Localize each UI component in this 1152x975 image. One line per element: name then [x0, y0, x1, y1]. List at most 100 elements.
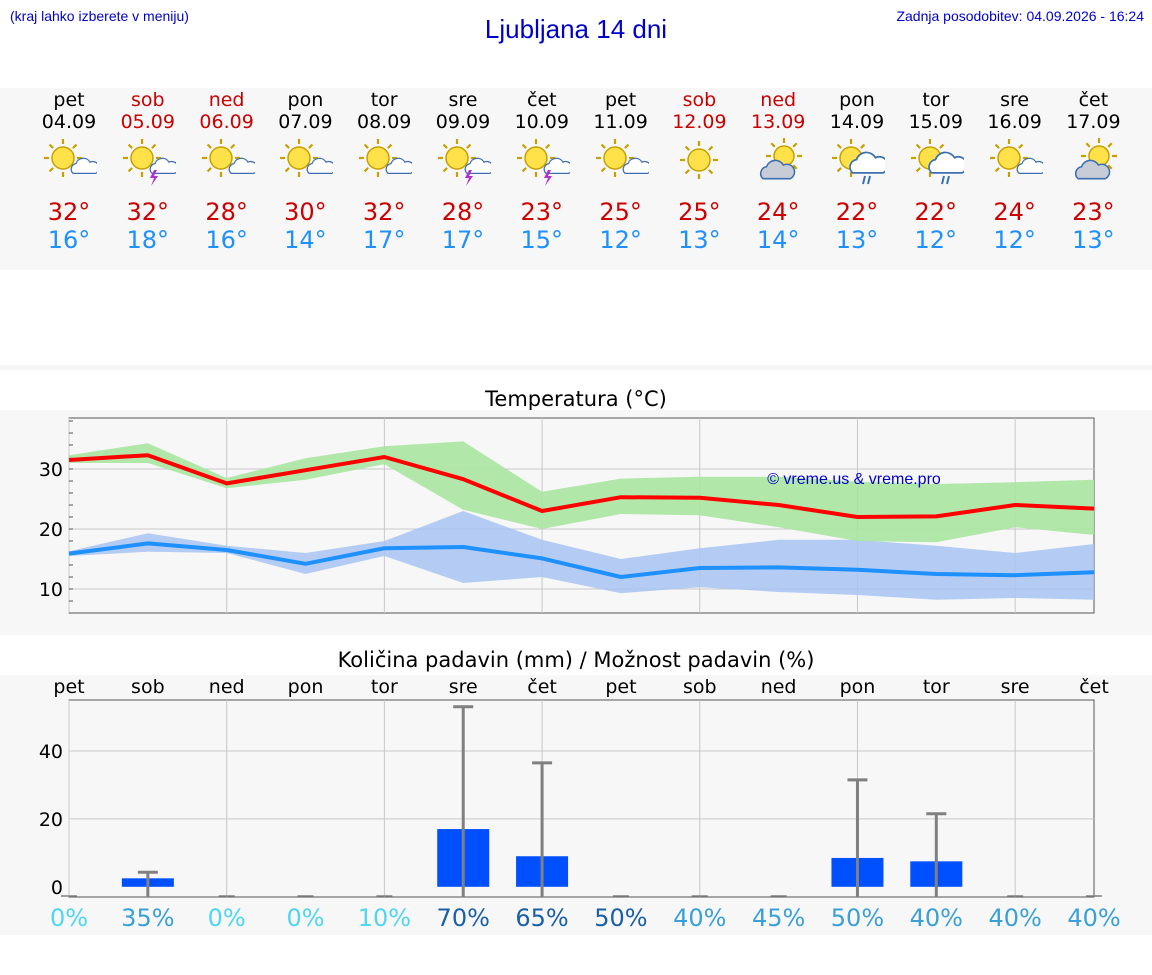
max-temperature: 32° — [126, 198, 170, 226]
sun-cloud-rain-icon — [832, 139, 885, 185]
day-date: 15.09 — [908, 111, 963, 133]
page-title: Ljubljana 14 dni — [484, 14, 668, 44]
precipitation-chance: 0% — [49, 904, 89, 932]
precipitation-chance: 0% — [286, 904, 325, 932]
min-temperature: 14° — [756, 226, 800, 254]
sun-cloud-icon — [359, 139, 413, 177]
day-name: tor — [922, 89, 950, 111]
max-temperature: 28° — [205, 198, 248, 226]
min-temperature-range-band — [69, 511, 1094, 600]
min-temperature: 18° — [126, 226, 170, 254]
day-name: ned — [760, 89, 797, 111]
max-temperature: 32° — [47, 198, 91, 226]
last-updated: Zadnja posodobitev: 04.09.2026 - 16:24 — [896, 8, 1144, 24]
sun-cloud-lightning-icon — [438, 139, 491, 186]
max-temperature: 22° — [835, 198, 879, 226]
min-temperature: 12° — [914, 226, 958, 254]
min-temperature: 16° — [47, 226, 91, 254]
max-temperature: 23° — [520, 198, 564, 226]
sun-cloud-icon — [44, 139, 97, 177]
day-date: 06.09 — [199, 111, 254, 133]
precipitation-day-label: sob — [682, 676, 717, 698]
day-date: 08.09 — [356, 111, 412, 133]
day-name: sob — [131, 89, 165, 111]
precipitation-chance: 40% — [909, 904, 963, 932]
sun-cloud-lightning-icon — [122, 139, 176, 186]
precipitation-day-label: čet — [1079, 676, 1109, 698]
sun-icon — [680, 141, 719, 179]
day-date: 13.09 — [750, 111, 806, 133]
precipitation-day-label: pet — [53, 676, 85, 698]
y-tick-label: 30 — [39, 459, 63, 481]
day-name: pet — [53, 89, 85, 111]
temperature-chart-title: Temperatura (°C) — [485, 387, 667, 411]
sun-cloud-icon — [201, 139, 255, 177]
day-name: čet — [1078, 89, 1109, 111]
min-temperature: 12° — [993, 226, 1036, 254]
day-date: 05.09 — [120, 111, 175, 133]
day-date: 07.09 — [278, 111, 333, 133]
max-temperature: 22° — [914, 198, 958, 226]
precipitation-chance: 0% — [207, 904, 246, 932]
y-tick-label: 20 — [39, 519, 63, 541]
day-date: 11.09 — [593, 111, 648, 133]
cloud-sun-icon — [760, 138, 803, 180]
max-temperature: 32° — [362, 198, 406, 226]
sun-cloud-lightning-icon — [516, 139, 570, 186]
sun-cloud-icon — [989, 139, 1043, 177]
max-temperature: 28° — [441, 198, 485, 226]
precipitation-chance: 40% — [673, 904, 727, 932]
day-name: pet — [604, 89, 637, 111]
max-temperature: 25° — [599, 198, 642, 226]
precipitation-day-label: tor — [922, 676, 950, 698]
min-temperature: 15° — [520, 226, 564, 254]
day-date: 10.09 — [514, 111, 569, 133]
sun-cloud-icon — [280, 139, 334, 177]
precipitation-day-label: čet — [527, 676, 557, 698]
location-menu-hint[interactable]: (kraj lahko izberete v meniju) — [10, 8, 189, 24]
precipitation-day-label: sre — [448, 676, 478, 698]
cloud-sun-icon — [1075, 138, 1118, 180]
day-date: 12.09 — [672, 111, 727, 133]
day-name: ned — [208, 89, 245, 111]
y-tick-label: 40 — [39, 741, 63, 763]
precipitation-day-label: pon — [287, 676, 324, 698]
day-date: 17.09 — [1066, 111, 1121, 133]
day-name: sob — [682, 89, 717, 111]
precipitation-day-label: ned — [208, 676, 245, 698]
day-name: pon — [287, 89, 324, 111]
max-temperature: 25° — [678, 198, 721, 226]
day-name: tor — [370, 89, 398, 111]
day-date: 16.09 — [987, 111, 1042, 133]
y-tick-label: 0 — [51, 877, 63, 899]
max-temperature: 23° — [1072, 198, 1115, 226]
precipitation-chance: 50% — [594, 904, 648, 932]
max-temperature: 30° — [284, 198, 327, 226]
divider — [0, 365, 1152, 370]
min-temperature: 13° — [835, 226, 879, 254]
max-temperature: 24° — [993, 198, 1036, 226]
precipitation-chance: 40% — [1067, 904, 1121, 932]
min-temperature: 17° — [362, 226, 406, 254]
day-name: čet — [527, 89, 557, 111]
min-temperature-line — [68, 541, 1095, 579]
sun-cloud-rain-icon — [910, 139, 964, 185]
y-tick-label: 10 — [39, 579, 63, 601]
day-date: 14.09 — [829, 111, 885, 133]
y-tick-label: 20 — [39, 809, 63, 831]
day-name: pon — [839, 89, 875, 111]
max-temperature-line — [68, 453, 1095, 519]
min-temperature: 13° — [678, 226, 721, 254]
watermark: © vreme.us & vreme.pro — [767, 471, 941, 488]
max-temperature: 24° — [756, 198, 800, 226]
day-date: 04.09 — [41, 111, 97, 133]
daily-forecast-panel — [0, 88, 1152, 270]
precipitation-chance: 40% — [988, 904, 1042, 932]
day-name: sre — [1000, 89, 1030, 111]
precipitation-chart: 0 20 40 — [39, 699, 1102, 899]
min-temperature: 14° — [284, 226, 327, 254]
precipitation-chance: 70% — [436, 904, 490, 932]
precipitation-day-label: ned — [760, 676, 797, 698]
precipitation-day-label: tor — [370, 676, 398, 698]
precipitation-chance: 35% — [121, 904, 175, 932]
